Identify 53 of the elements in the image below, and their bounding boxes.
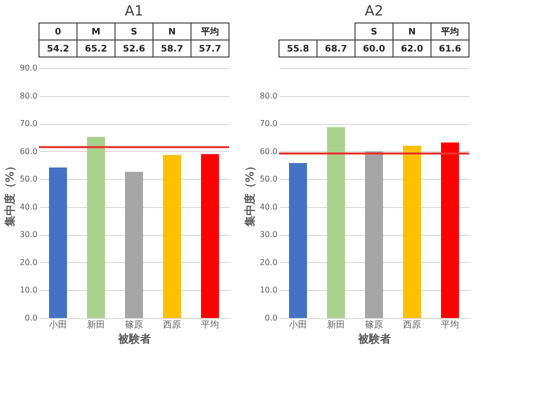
text: S (370, 28, 378, 38)
y-tick-label: 0.0 (24, 314, 38, 322)
text: 60.0 (362, 44, 386, 54)
y-tick-label: 90.0 (20, 64, 38, 72)
y-tick-label: 20.0 (260, 258, 278, 267)
y-tick-label: 30.0 (20, 230, 38, 240)
y-axis-title: 集中度（%） (4, 160, 17, 228)
y-tick-label: 70.0 (20, 119, 38, 128)
text: 57.7 (198, 44, 222, 54)
x-tick-label: 新田 (327, 320, 345, 330)
y-tick-label: 40.0 (20, 202, 38, 212)
y-tick-label: 30.0 (260, 230, 278, 240)
text: 55.8 (286, 44, 310, 54)
y-tick-label: 20.0 (20, 258, 38, 267)
text: 61.6 (438, 44, 462, 54)
x-axis-title: 被験者 (117, 332, 151, 346)
text: S (130, 28, 138, 38)
y-tick-label: 10.0 (20, 286, 38, 295)
text: 平均 (440, 26, 459, 38)
x-tick-label: 小田 (289, 320, 307, 330)
x-tick-label: 篠原 (365, 320, 383, 330)
text: M (92, 28, 101, 38)
y-tick-label: 50.0 (260, 174, 278, 184)
x-tick-label: 新田 (87, 320, 105, 330)
text: N (168, 28, 176, 38)
y-tick-label: 70.0 (260, 119, 278, 128)
text: 68.7 (324, 44, 348, 54)
text: 0 (54, 28, 62, 38)
y-tick-label: 80.0 (20, 91, 38, 100)
text: 58.7 (160, 44, 184, 54)
x-tick-label: 篠原 (125, 320, 143, 330)
y-tick-label: 60.0 (20, 146, 38, 156)
y-tick-label: 50.0 (20, 174, 38, 184)
y-tick-label: 10.0 (260, 286, 278, 295)
text: 54.2 (46, 44, 70, 54)
text: 62.0 (400, 44, 424, 54)
x-tick-label: 西原 (163, 320, 181, 330)
chart-title: A2 (364, 4, 384, 20)
x-tick-label: 平均 (201, 320, 219, 330)
y-tick-label: 60.0 (260, 146, 278, 156)
y-tick-label: 0.0 (264, 314, 278, 322)
chart-title: A1 (124, 4, 144, 20)
text: 52.6 (122, 44, 146, 54)
text: N (408, 28, 416, 38)
x-tick-label: 西原 (403, 320, 421, 330)
y-tick-label: 80.0 (260, 91, 278, 100)
x-axis-title: 被験者 (357, 332, 391, 346)
text: 65.2 (84, 44, 108, 54)
x-tick-label: 小田 (49, 320, 67, 330)
text: 平均 (200, 26, 219, 38)
y-tick-label: 40.0 (260, 202, 278, 212)
y-axis-title: 集中度（%） (244, 160, 257, 228)
x-tick-label: 平均 (441, 320, 459, 330)
